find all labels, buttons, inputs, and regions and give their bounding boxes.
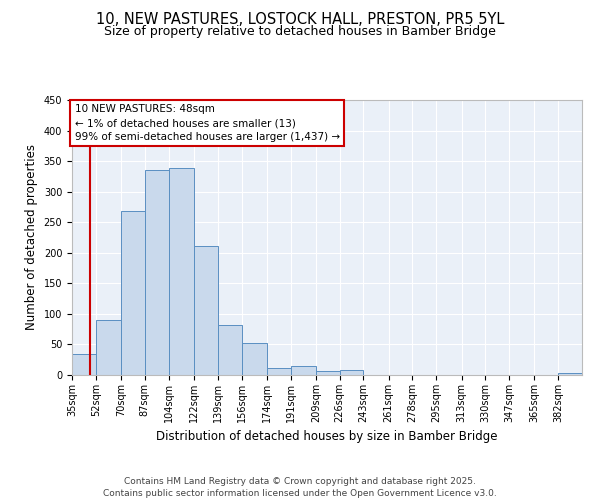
- Bar: [72, 354, 96, 375]
- Bar: [121, 211, 145, 375]
- Text: 10 NEW PASTURES: 48sqm
← 1% of detached houses are smaller (13)
99% of semi-deta: 10 NEW PASTURES: 48sqm ← 1% of detached …: [74, 104, 340, 142]
- Bar: [169, 168, 194, 375]
- Y-axis label: Number of detached properties: Number of detached properties: [25, 144, 38, 330]
- Bar: [316, 372, 340, 375]
- Bar: [218, 325, 242, 375]
- Bar: [267, 368, 290, 375]
- Text: Contains HM Land Registry data © Crown copyright and database right 2025.
Contai: Contains HM Land Registry data © Crown c…: [103, 476, 497, 498]
- Text: 10, NEW PASTURES, LOSTOCK HALL, PRESTON, PR5 5YL: 10, NEW PASTURES, LOSTOCK HALL, PRESTON,…: [96, 12, 504, 28]
- Bar: [242, 343, 267, 375]
- Bar: [96, 320, 121, 375]
- Bar: [145, 170, 169, 375]
- Bar: [340, 370, 364, 375]
- Bar: [290, 366, 316, 375]
- X-axis label: Distribution of detached houses by size in Bamber Bridge: Distribution of detached houses by size …: [156, 430, 498, 444]
- Text: Size of property relative to detached houses in Bamber Bridge: Size of property relative to detached ho…: [104, 25, 496, 38]
- Bar: [558, 372, 582, 375]
- Bar: [194, 246, 218, 375]
